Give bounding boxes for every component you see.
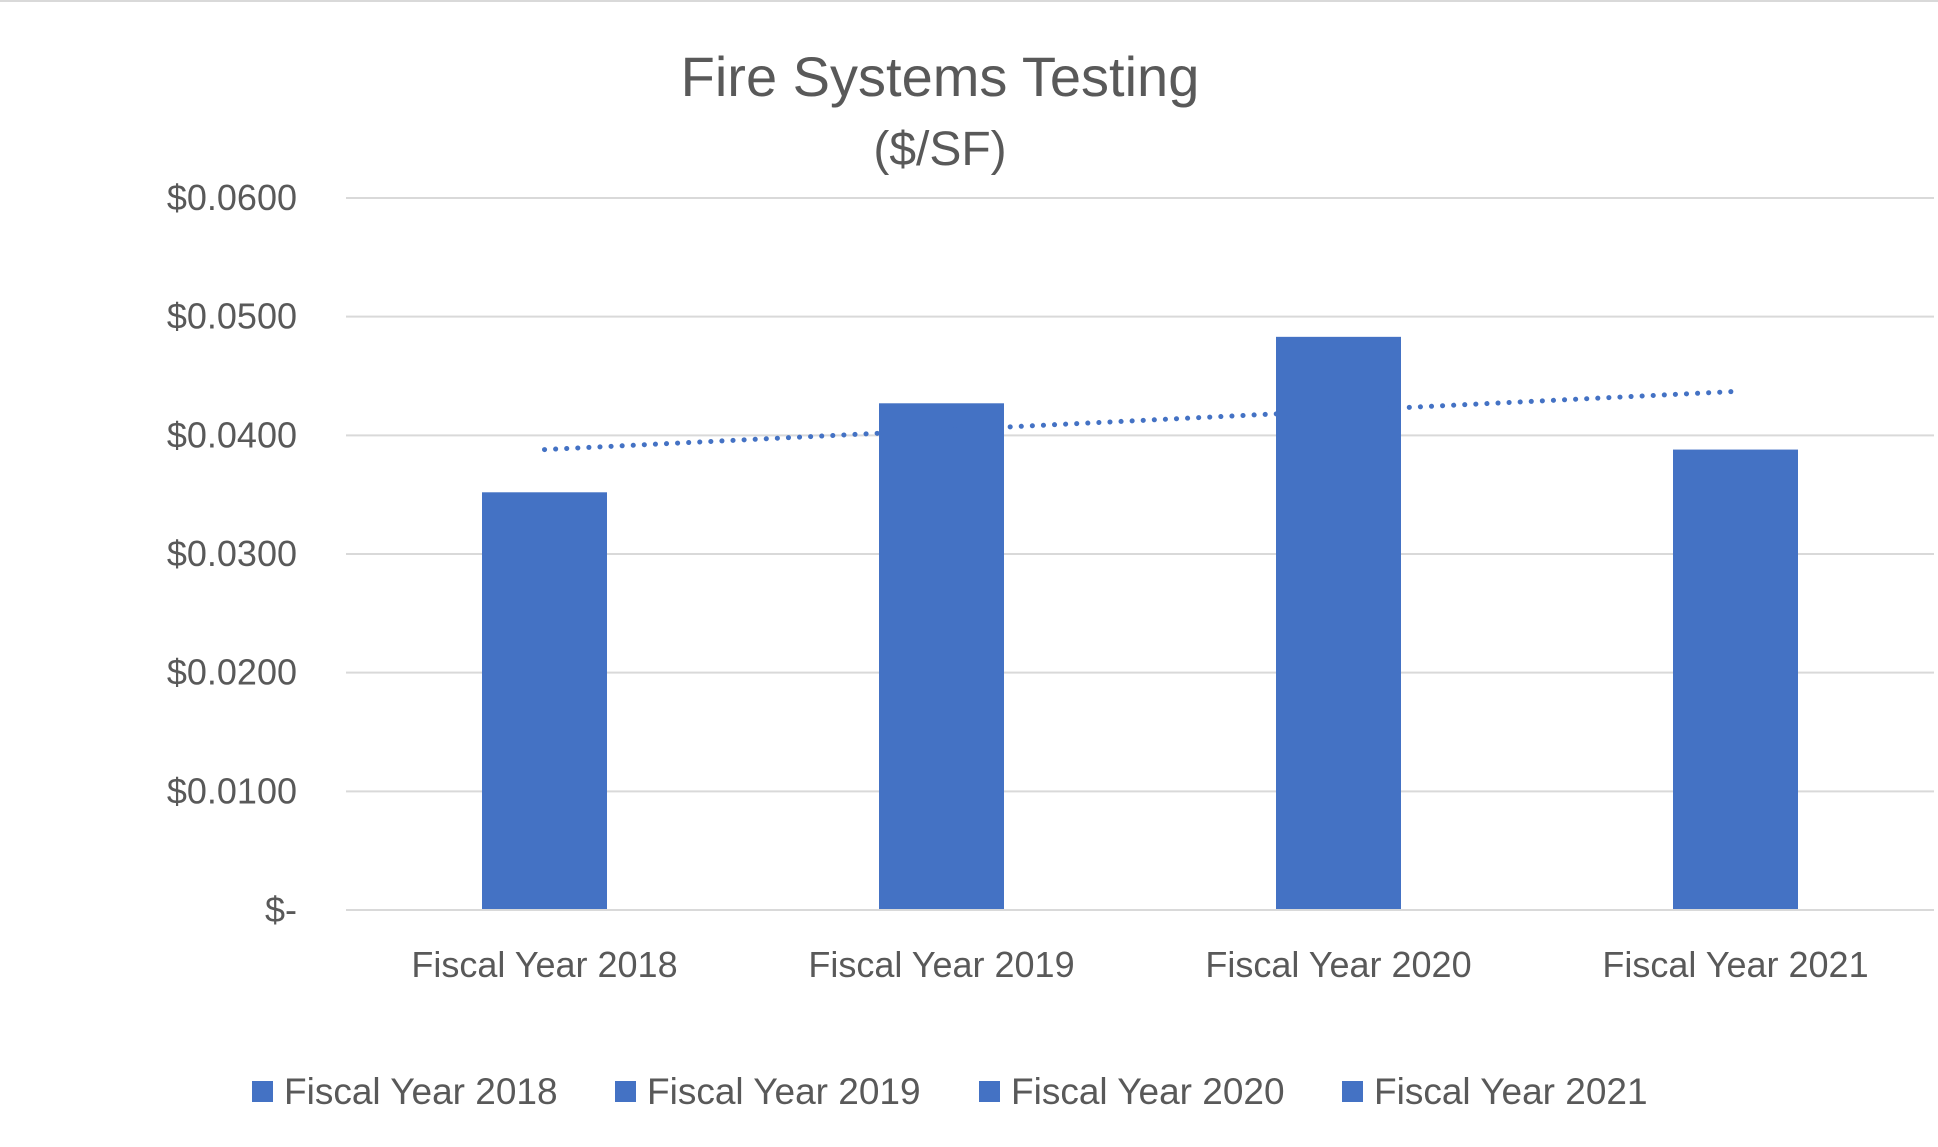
bar [482, 492, 607, 910]
legend-swatch [252, 1081, 273, 1102]
legend-swatch [1342, 1081, 1363, 1102]
legend-label: Fiscal Year 2019 [647, 1071, 921, 1112]
legend-label: Fiscal Year 2018 [284, 1071, 558, 1112]
legend-swatch [615, 1081, 636, 1102]
y-tick-label: $0.0200 [167, 652, 297, 693]
bar [879, 403, 1004, 910]
trendline-group [542, 388, 1738, 453]
x-tick-label: Fiscal Year 2021 [1602, 944, 1868, 985]
y-tick-label: $0.0400 [167, 414, 297, 455]
y-axis-labels: $- $0.0100 $0.0200 $0.0300 $0.0400 $0.0500 $0.… [167, 177, 297, 930]
y-tick-label: $0.0300 [167, 533, 297, 574]
y-tick-label: $0.0600 [167, 177, 297, 218]
y-tick-label: $0.0500 [167, 296, 297, 337]
y-tick-label: $- [265, 889, 297, 930]
legend-label: Fiscal Year 2020 [1011, 1071, 1285, 1112]
legend: Fiscal Year 2018 Fiscal Year 2019 Fiscal Y… [252, 1071, 1648, 1112]
trendline [542, 388, 1738, 453]
y-tick-label: $0.0100 [167, 770, 297, 811]
legend-label: Fiscal Year 2021 [1374, 1071, 1648, 1112]
bar [1673, 449, 1798, 910]
chart-subtitle: ($/SF) [873, 123, 1006, 176]
chart-title: Fire Systems Testing [681, 45, 1200, 108]
bar [1276, 336, 1401, 911]
x-tick-label: Fiscal Year 2018 [411, 944, 677, 985]
x-axis-labels: Fiscal Year 2018 Fiscal Year 2019 Fiscal Y… [411, 944, 1868, 985]
bars [346, 336, 1934, 911]
x-tick-label: Fiscal Year 2019 [808, 944, 1074, 985]
legend-swatch [979, 1081, 1000, 1102]
x-tick-label: Fiscal Year 2020 [1205, 944, 1471, 985]
